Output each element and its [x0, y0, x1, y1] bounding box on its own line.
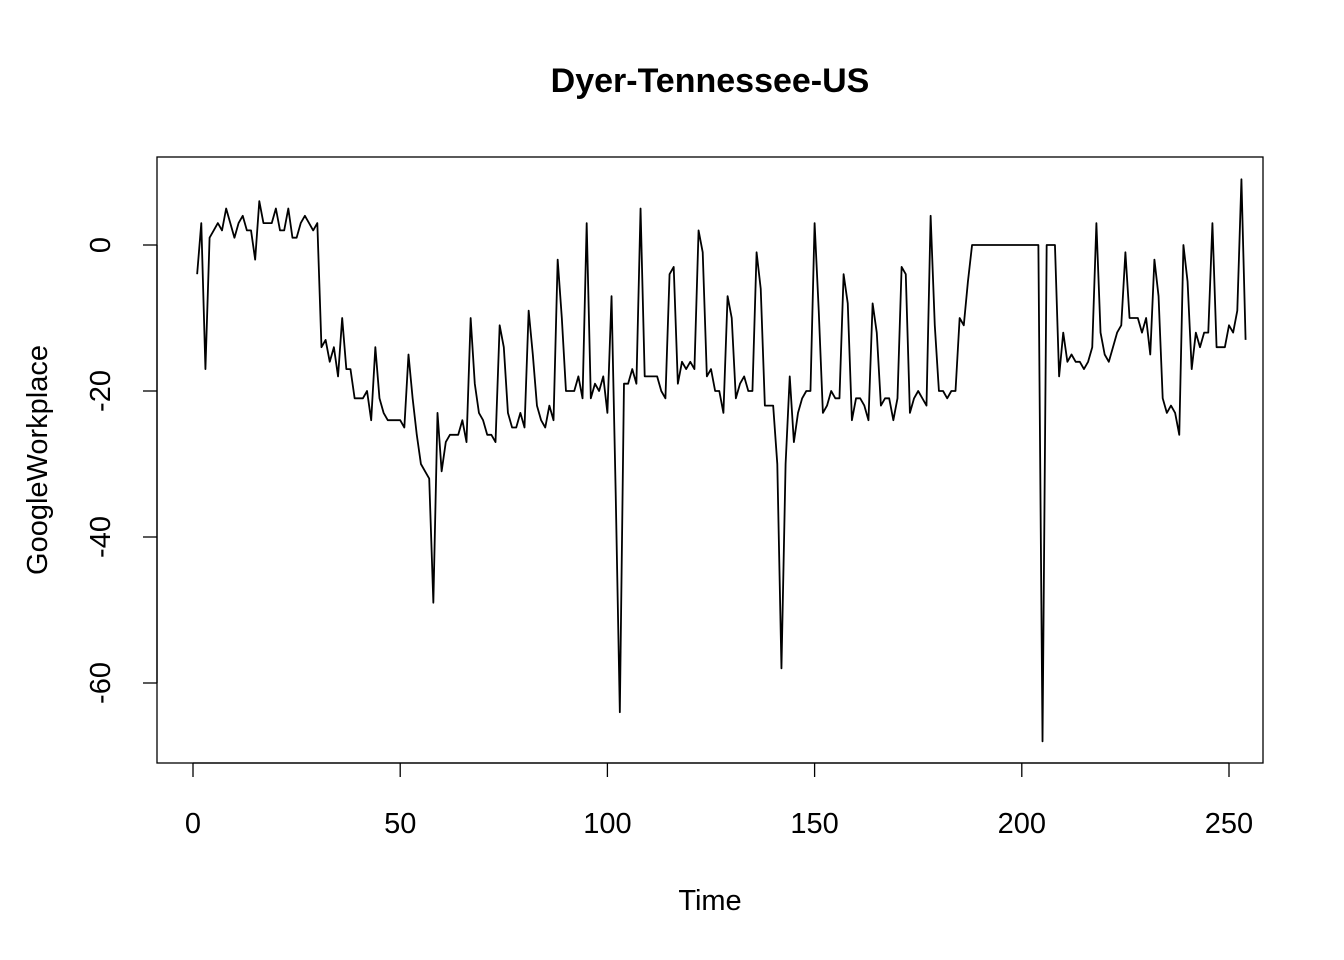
y-axis: 0 -20 -40 -60: [85, 237, 158, 704]
x-axis-label: Time: [678, 885, 741, 917]
series-line: [196, 178, 1247, 743]
x-tick-label: 50: [384, 808, 416, 840]
y-tick-label: -20: [85, 370, 117, 412]
x-tick-label: 100: [583, 808, 631, 840]
y-tick-label: -40: [85, 516, 117, 558]
x-tick-label: 200: [998, 808, 1046, 840]
chart-title: Dyer-Tennessee-US: [551, 62, 870, 100]
x-axis: 0 50 100 150 200 250: [185, 762, 1253, 840]
y-tick-label: 0: [85, 237, 117, 253]
x-tick-label: 150: [790, 808, 838, 840]
y-tick-label: -60: [85, 662, 117, 704]
x-tick-label: 0: [185, 808, 201, 840]
y-axis-label: GoogleWorkplace: [22, 345, 54, 575]
x-tick-label: 250: [1205, 808, 1253, 840]
